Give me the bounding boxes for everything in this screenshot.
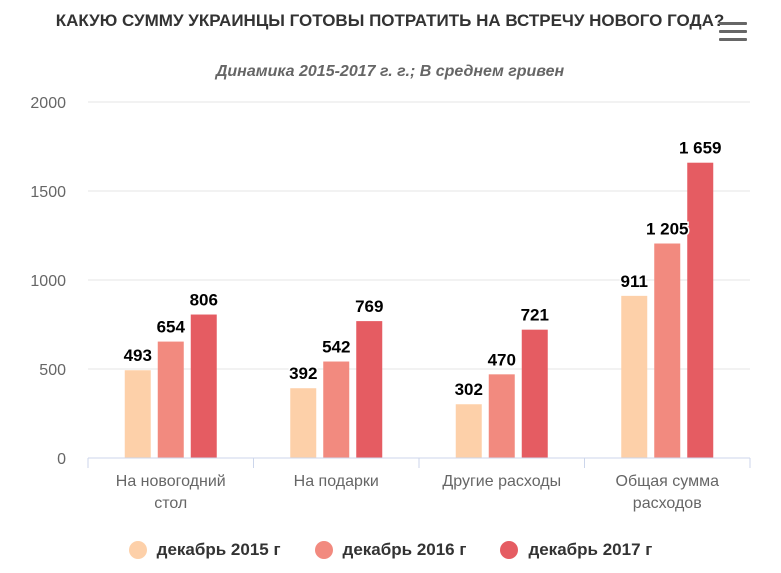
x-category-label: Другие расходы xyxy=(442,473,561,490)
legend-item[interactable]: декабрь 2016 г xyxy=(314,540,467,560)
data-label: 806 xyxy=(190,291,218,310)
legend-label: декабрь 2016 г xyxy=(342,540,467,559)
y-tick-label: 1000 xyxy=(30,273,66,290)
bar xyxy=(687,162,714,458)
bar xyxy=(654,243,681,458)
hamburger-menu-icon[interactable] xyxy=(719,22,747,44)
data-label: 302 xyxy=(455,380,483,399)
x-category-label: Общая сумма расходов xyxy=(616,473,720,512)
data-label: 392 xyxy=(289,364,317,383)
y-tick-label: 500 xyxy=(39,362,66,379)
data-label: 911 xyxy=(621,272,648,291)
y-axis-ticks: 0 500 1000 1500 2000 xyxy=(30,95,66,468)
legend-marker xyxy=(314,541,333,559)
legend-label: декабрь 2015 г xyxy=(156,540,281,559)
bar xyxy=(157,341,184,458)
legend-label: декабрь 2017 г xyxy=(528,540,653,559)
bar xyxy=(356,321,383,458)
y-tick-label: 2000 xyxy=(30,95,66,112)
chart-subtitle: Динамика 2015-2017 г. г.; В среднем грив… xyxy=(215,63,565,80)
legend-marker xyxy=(500,541,519,559)
bar xyxy=(124,370,151,458)
data-label: 654 xyxy=(157,318,186,337)
bars xyxy=(124,162,714,458)
bar xyxy=(190,314,217,458)
data-label: 721 xyxy=(521,306,549,325)
data-label: 1 659 xyxy=(679,139,722,158)
data-label: 542 xyxy=(322,338,350,357)
x-category-label: На подарки xyxy=(294,473,379,490)
y-tick-label: 1500 xyxy=(30,184,66,201)
bar xyxy=(323,361,350,458)
y-tick-label: 0 xyxy=(57,451,66,468)
bar xyxy=(290,388,317,458)
x-category-label: На новогодний стол xyxy=(116,473,226,512)
bar xyxy=(455,404,482,458)
legend-marker xyxy=(128,541,147,559)
x-axis: На новогодний стол На подарки Другие расход… xyxy=(87,457,751,512)
bar xyxy=(521,329,548,458)
chart-title: КАКУЮ СУММУ УКРАИНЦЫ ГОТОВЫ ПОТРАТИТЬ НА… xyxy=(55,11,725,30)
data-label: 1 205 xyxy=(646,220,689,239)
legend: декабрь 2015 г декабрь 2016 г декабрь 2017… xyxy=(0,540,781,560)
legend-item[interactable]: декабрь 2015 г xyxy=(128,540,281,560)
data-label: 769 xyxy=(355,297,383,316)
data-label: 493 xyxy=(124,346,152,365)
legend-item[interactable]: декабрь 2017 г xyxy=(500,540,652,560)
bar xyxy=(488,374,515,458)
data-label: 470 xyxy=(488,350,516,369)
bar xyxy=(621,295,648,458)
